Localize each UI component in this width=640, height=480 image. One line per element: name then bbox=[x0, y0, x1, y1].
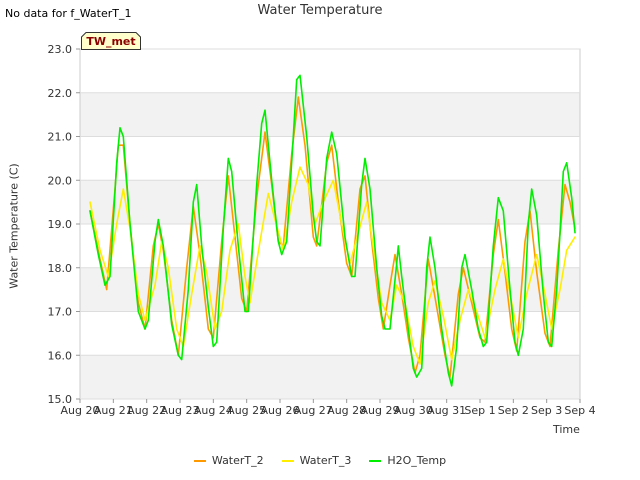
x-tick-label: Aug 23 bbox=[161, 404, 200, 417]
y-axis-ticks: 15.0 16.0 17.0 18.0 19.0 20.0 21.0 22.0 23.0 bbox=[48, 43, 80, 406]
site-tag-label: TW_met bbox=[86, 35, 136, 48]
x-tick-label: Aug 30 bbox=[394, 404, 433, 417]
x-tick-label: Sep 1 bbox=[464, 404, 495, 417]
legend-swatch-watert-3 bbox=[281, 459, 294, 462]
series-line-watert-3 bbox=[89, 166, 576, 365]
y-tick-label: 22.0 bbox=[48, 87, 73, 100]
x-tick-label: Sep 2 bbox=[498, 404, 529, 417]
x-tick-label: Aug 29 bbox=[361, 404, 400, 417]
x-tick-label: Aug 26 bbox=[261, 404, 300, 417]
legend-label-watert-3: WaterT_3 bbox=[299, 454, 352, 467]
y-axis-label: Water Temperature (C) bbox=[7, 163, 21, 289]
chart-title: Water Temperature bbox=[257, 3, 383, 18]
y-tick-label: 20.0 bbox=[48, 174, 73, 187]
x-tick-label: Aug 25 bbox=[227, 404, 266, 417]
series-line-h2o-temp bbox=[89, 74, 576, 387]
legend-item-watert-3: WaterT_3 bbox=[281, 454, 352, 467]
x-tick-label: Aug 21 bbox=[94, 404, 133, 417]
legend-label-h2o-temp: H2O_Temp bbox=[387, 454, 447, 467]
legend-label-watert-2: WaterT_2 bbox=[211, 454, 264, 467]
site-tag-shape bbox=[81, 32, 141, 50]
x-tick-label: Aug 20 bbox=[61, 404, 100, 417]
y-tick-label: 16.0 bbox=[48, 349, 73, 362]
legend: WaterT_2 WaterT_3 H2O_Temp bbox=[0, 454, 640, 467]
x-tick-label: Sep 3 bbox=[531, 404, 562, 417]
no-data-message: No data for f_WaterT_1 bbox=[5, 7, 132, 20]
x-tick-label: Aug 24 bbox=[194, 404, 233, 417]
y-tick-label: 21.0 bbox=[48, 131, 73, 144]
legend-swatch-watert-2 bbox=[193, 459, 206, 462]
x-tick-label: Aug 27 bbox=[294, 404, 333, 417]
y-tick-label: 18.0 bbox=[48, 262, 73, 275]
x-tick-label: Aug 31 bbox=[427, 404, 466, 417]
y-tick-label: 15.0 bbox=[48, 393, 73, 406]
y-tick-label: 17.0 bbox=[48, 306, 73, 319]
legend-item-watert-2: WaterT_2 bbox=[193, 454, 264, 467]
grid-lines bbox=[80, 48, 580, 400]
x-tick-label: Aug 28 bbox=[327, 404, 366, 417]
site-tag: TW_met bbox=[81, 32, 141, 50]
series-lines bbox=[89, 74, 576, 387]
background-band bbox=[80, 92, 580, 137]
x-tick-label: Sep 4 bbox=[564, 404, 595, 417]
legend-item-h2o-temp: H2O_Temp bbox=[369, 454, 446, 467]
y-tick-label: 23.0 bbox=[48, 43, 73, 56]
x-axis-label: Time bbox=[553, 423, 580, 436]
background-band bbox=[80, 311, 580, 356]
x-tick-label: Aug 22 bbox=[127, 404, 166, 417]
background-band bbox=[80, 355, 580, 399]
background-band bbox=[80, 267, 580, 312]
y-tick-label: 19.0 bbox=[48, 218, 73, 231]
legend-swatch-h2o-temp bbox=[369, 459, 382, 462]
background-band bbox=[80, 49, 580, 93]
